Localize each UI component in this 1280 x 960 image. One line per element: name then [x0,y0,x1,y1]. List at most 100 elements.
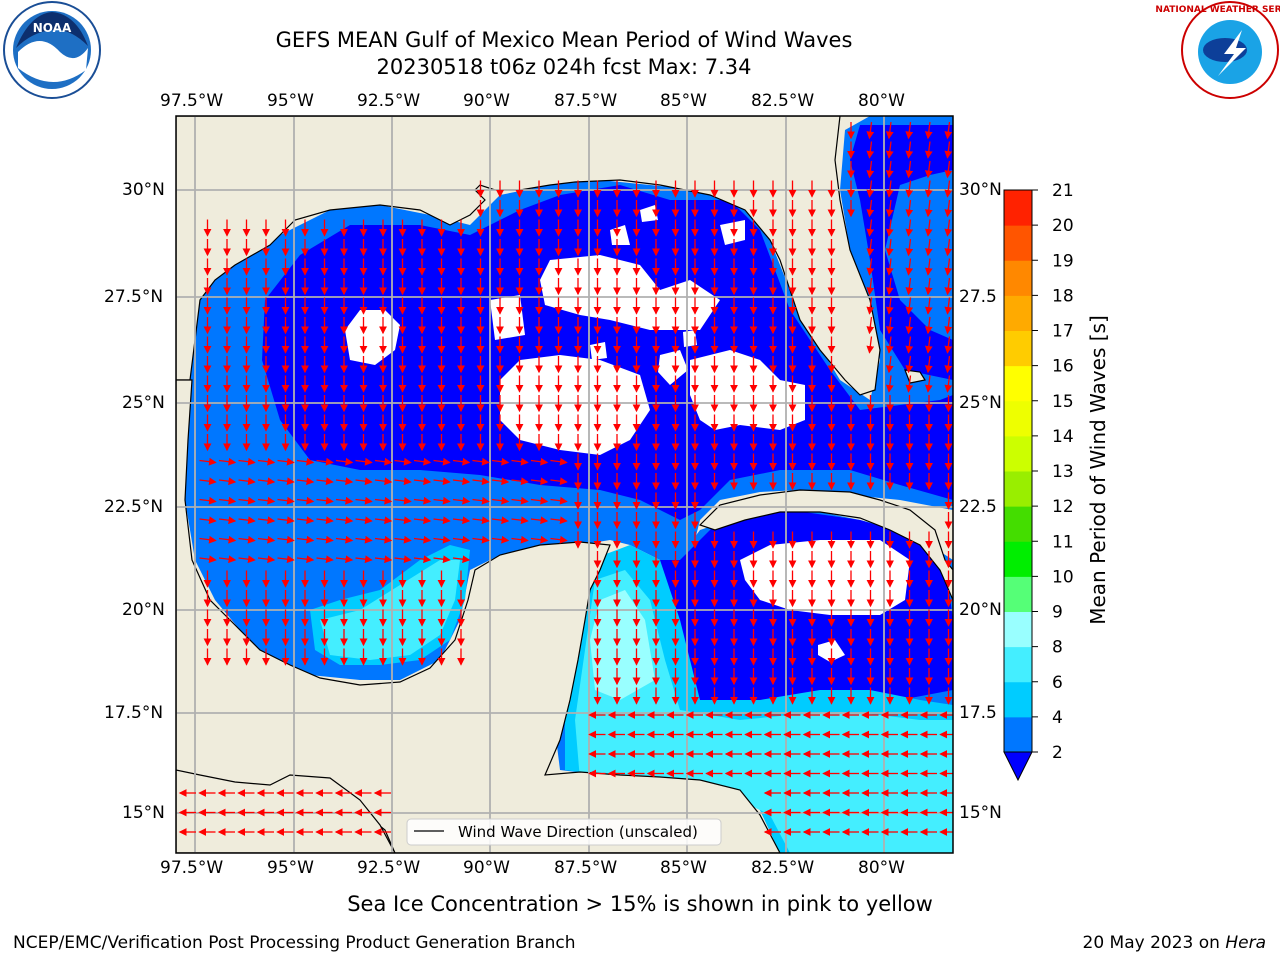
wind-wave-arrow [885,375,894,393]
wind-wave-arrow [335,516,354,525]
wind-wave-arrow [413,535,432,544]
wind-wave-arrow [335,555,354,564]
wind-wave-arrow [866,141,875,159]
wind-wave-arrow [866,199,875,218]
lon-label-top: 97.5°W [160,91,224,111]
wind-wave-arrow [866,238,875,257]
wind-wave-arrow [905,219,914,237]
wind-wave-arrow [238,457,256,466]
lat-label-left: 25°N [122,393,165,413]
wind-wave-arrow [394,457,412,466]
wind-wave-arrow [905,297,914,315]
wind-wave-arrow [335,477,354,486]
wind-wave-arrow [944,199,953,218]
credit-right: 20 May 2023 on Hera [1083,933,1267,953]
wind-wave-arrow [944,160,953,179]
lat-label-right: 15°N [959,803,1002,823]
wind-wave-arrow [257,516,276,525]
wind-wave-arrow [924,355,933,374]
wind-wave-arrow [355,535,373,544]
wind-wave-arrow [257,555,276,564]
lat-label-left: 30°N [122,180,165,200]
wind-wave-arrow [394,477,412,486]
wind-wave-arrow [885,199,894,218]
colorbar-tick-label: 21 [1052,181,1074,201]
wind-wave-arrow [452,496,471,505]
wind-wave-arrow [238,555,256,564]
wind-wave-arrow [374,535,393,544]
wind-wave-arrow [199,516,217,525]
wind-wave-arrow [374,477,393,486]
wind-wave-arrow [885,238,894,257]
lat-label-right: 27.5 [959,287,997,307]
wind-wave-arrow [452,535,471,544]
colorbar-segment [1004,716,1032,753]
wind-wave-arrow [394,555,412,564]
wind-wave-arrow [394,516,412,525]
wind-wave-arrow [491,516,510,525]
wind-wave-arrow [335,535,354,544]
wind-wave-arrow [452,457,471,466]
wind-wave-arrow [257,496,276,505]
wind-wave-arrow [885,160,894,179]
wind-wave-arrow [511,535,529,544]
wind-wave-arrow [452,555,471,564]
wind-wave-arrow [433,496,451,505]
colorbar-segment [1004,400,1032,437]
credit-date: 20 May 2023 on [1082,933,1226,953]
wind-wave-arrow [218,555,237,564]
wind-wave-arrow [905,121,914,140]
wind-wave-arrow [374,496,393,505]
lat-label-right: 20°N [959,600,1002,620]
colorbar-tick-label: 20 [1052,216,1074,236]
wind-wave-arrow [472,535,490,544]
wind-wave-arrow [550,496,568,505]
colorbar-segment [1004,611,1032,648]
wind-wave-arrow [491,477,510,486]
noaa-logo-text: NOAA [33,21,72,35]
wind-wave-arrow [277,535,295,544]
wind-wave-arrow [905,355,914,374]
wind-wave-arrow [472,457,490,466]
wind-wave-arrow [316,555,334,564]
wind-wave-arrow [316,535,334,544]
colorbar: 2 4 6 8 9 10 11 12 13 14 15 16 17 18 19 20 21 [1003,181,1074,782]
wind-wave-arrow [433,516,451,525]
colorbar-extension [1003,751,1033,782]
wind-wave-arrow [866,160,875,179]
wind-wave-arrow [924,277,933,296]
lon-label-bottom: 90°W [463,858,510,878]
wind-wave-arrow [433,477,451,486]
lon-label-bottom: 87.5°W [554,858,618,878]
map-panel [176,116,953,853]
wind-wave-arrow [905,316,914,335]
lon-label-top: 80°W [858,91,905,111]
colorbar-tick-label: 9 [1052,603,1063,623]
colorbar-tick-label: 14 [1052,427,1074,447]
wind-wave-arrow [885,180,894,198]
wind-wave-arrow [944,316,953,335]
lon-label-top: 82.5°W [751,91,815,111]
wind-wave-arrow [257,477,276,486]
wind-wave-arrow [924,180,933,198]
lat-label-left: 20°N [122,600,165,620]
wind-wave-arrow [277,457,295,466]
wind-wave-arrow [530,477,549,486]
colorbar-segment [1004,295,1032,331]
wind-wave-arrow [924,336,933,354]
colorbar-segment [1004,576,1032,612]
wind-wave-arrow [924,258,933,276]
wind-wave-arrow [296,535,315,544]
wind-wave-arrow [199,535,217,544]
wind-wave-arrow [866,336,875,354]
wind-wave-arrow [355,516,373,525]
wind-wave-arrow [885,121,894,140]
wind-wave-arrow [374,516,393,525]
wind-wave-arrow [257,535,276,544]
lat-label-right: 22.5 [959,497,997,517]
wind-wave-arrow [238,516,256,525]
colorbar-segment [1004,541,1032,577]
wind-wave-arrow [296,477,315,486]
colorbar-segment [1004,471,1032,507]
